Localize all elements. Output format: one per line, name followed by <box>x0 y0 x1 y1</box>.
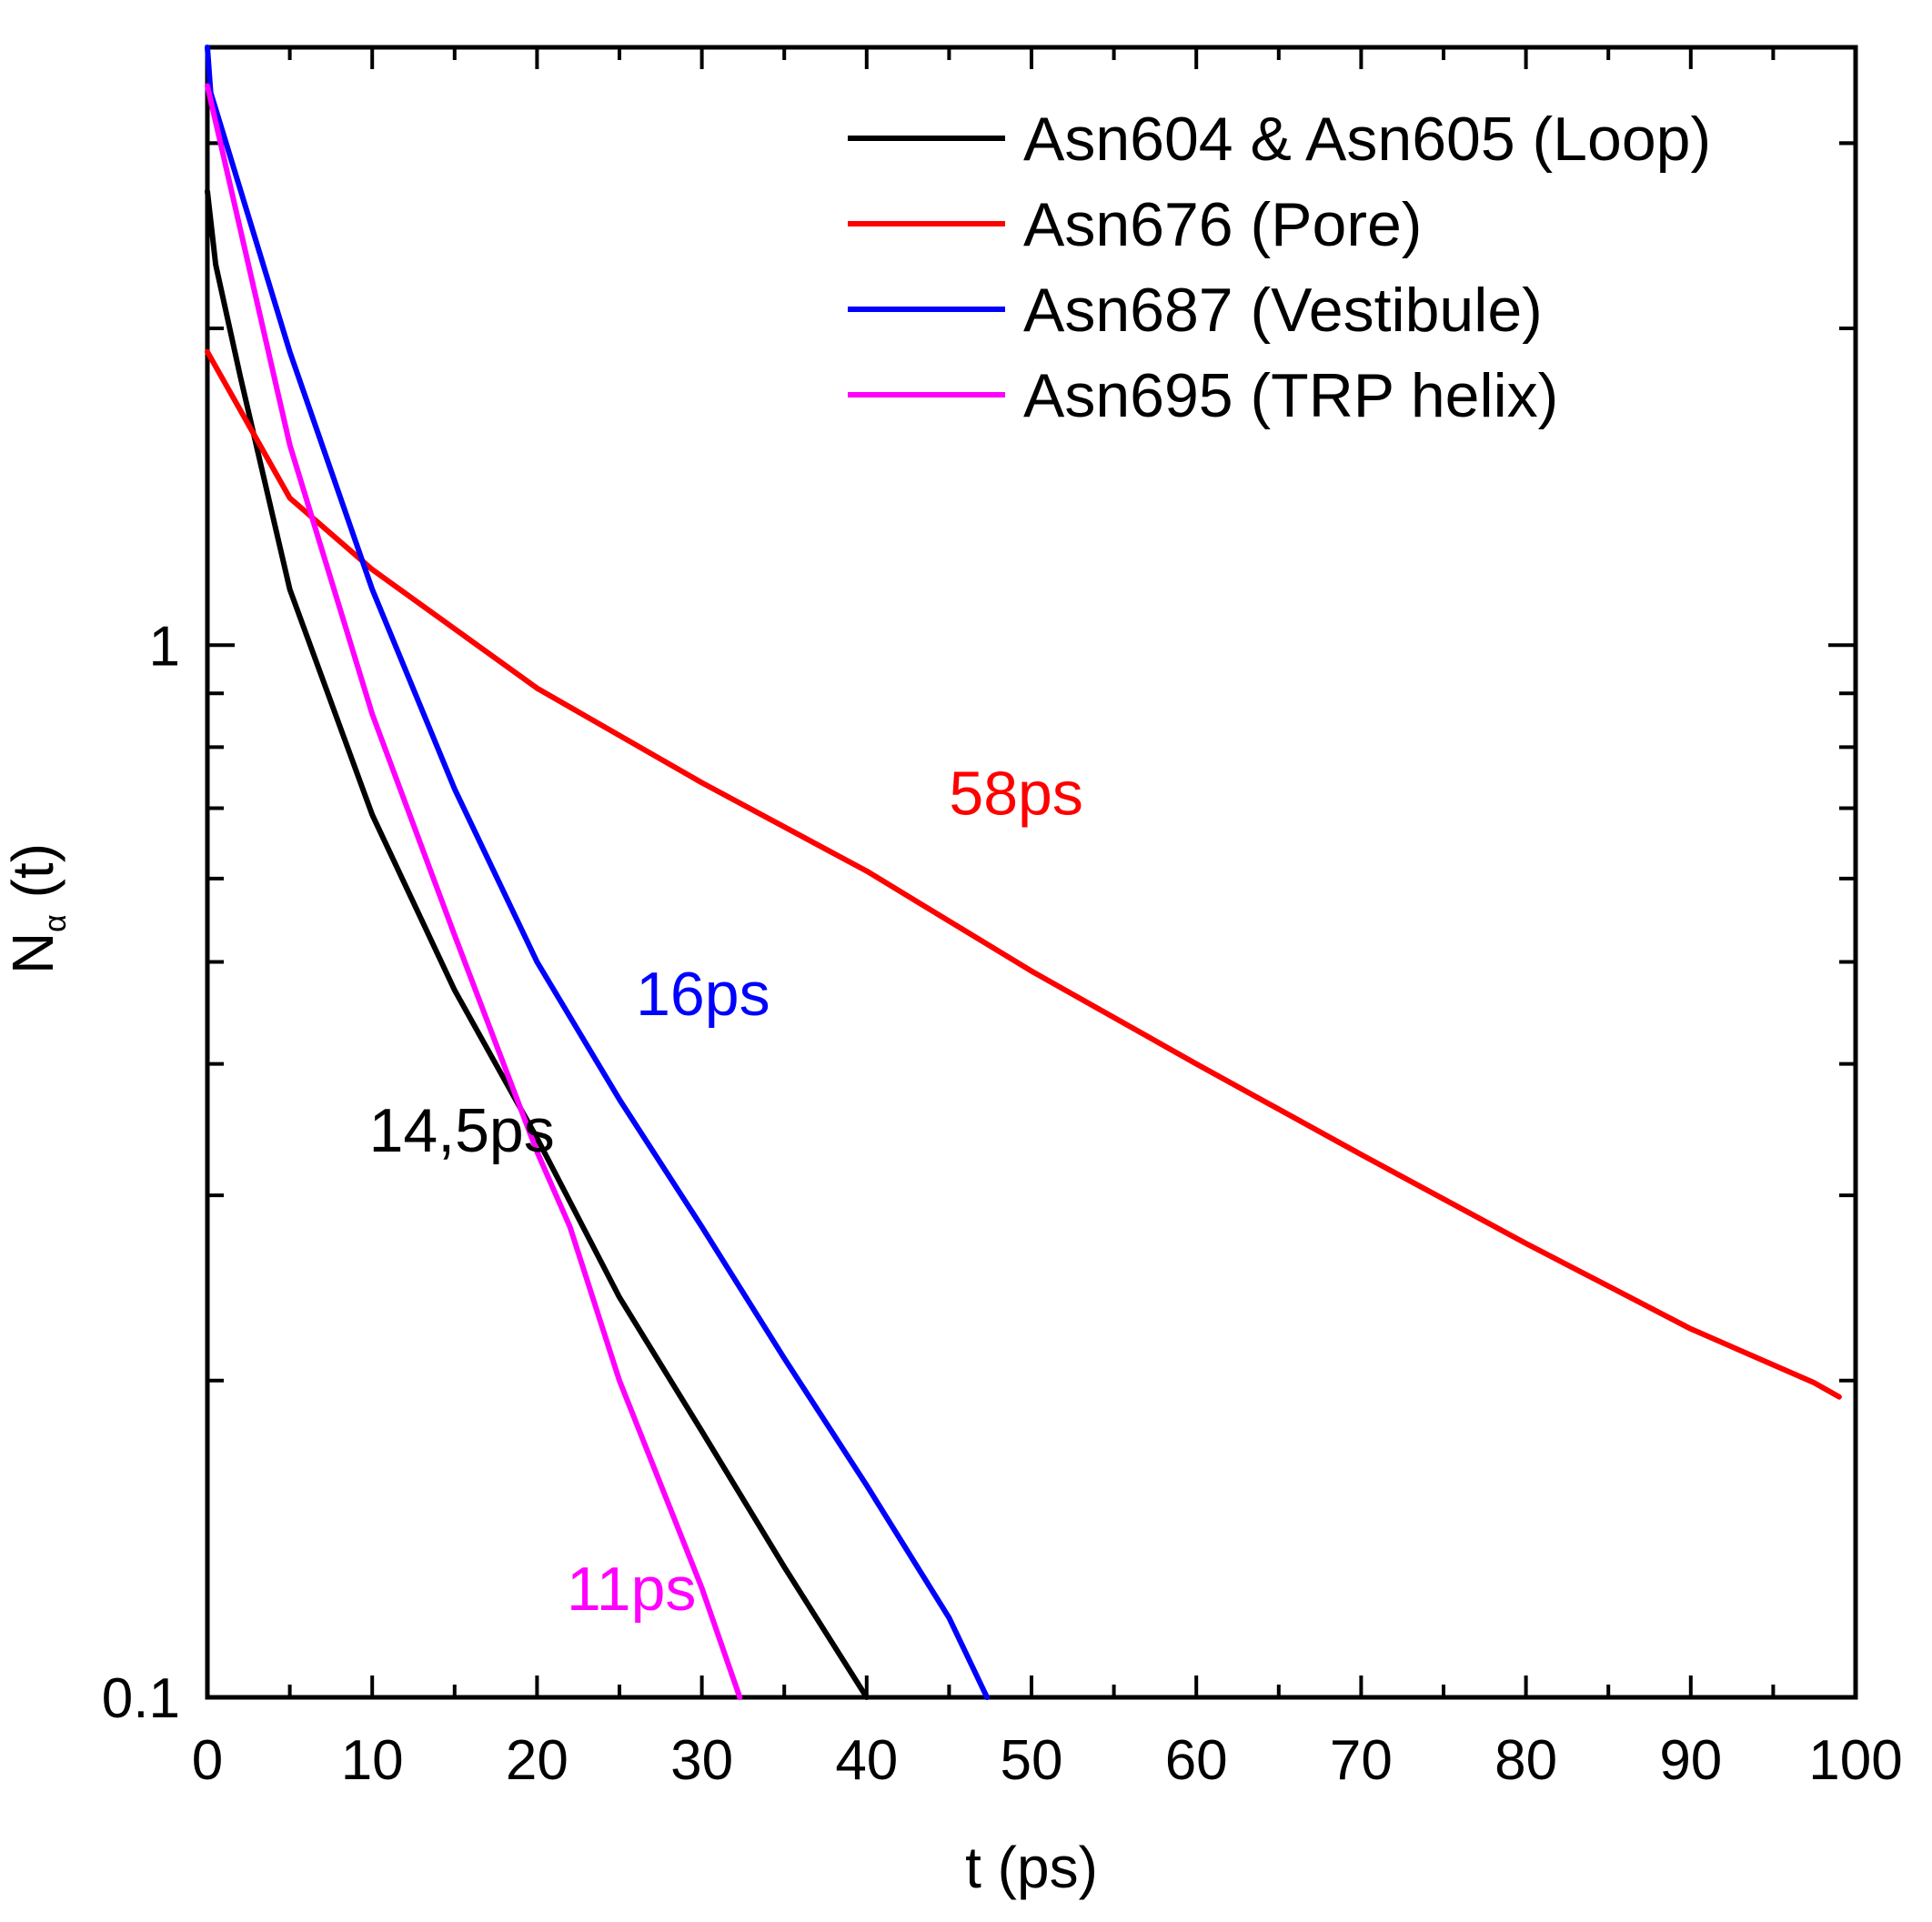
y-tick-label: 1 <box>149 615 180 678</box>
series-line-1 <box>205 188 870 1700</box>
legend-label-4: Asn695 (TRP helix) <box>1023 361 1558 430</box>
x-tick-label: 40 <box>835 1729 898 1792</box>
legend-label-1: Asn604 & Asn605 (Loop) <box>1023 105 1711 174</box>
annotations: 58ps 16ps 14,5ps 11ps <box>369 760 1083 1625</box>
y-axis-title: Nα (t) <box>0 843 73 974</box>
annotation-4: 11ps <box>567 1555 696 1624</box>
series-line-4 <box>205 83 743 1700</box>
annotation-2: 16ps <box>636 960 770 1029</box>
annotation-1: 58ps <box>949 760 1082 829</box>
x-axis-title: t (ps) <box>965 1835 1098 1900</box>
series-line-2 <box>205 348 1842 1400</box>
x-tick-label: 100 <box>1808 1729 1902 1792</box>
x-tick-label: 30 <box>670 1729 733 1792</box>
x-tick-label: 60 <box>1165 1729 1228 1792</box>
x-tick-label: 20 <box>506 1729 569 1792</box>
y-axis-title-suffix: (t) <box>0 843 65 914</box>
x-tick-label: 50 <box>1001 1729 1063 1792</box>
ticks: 0 10 20 30 40 50 60 70 80 90 100 0.1 1 <box>102 47 1903 1792</box>
x-tick-label: 80 <box>1494 1729 1557 1792</box>
y-tick-label: 0.1 <box>102 1667 180 1730</box>
series-line-3 <box>205 45 991 1700</box>
x-tick-label: 10 <box>341 1729 404 1792</box>
x-tick-label: 0 <box>192 1729 223 1792</box>
legend-label-3: Asn687 (Vestibule) <box>1023 276 1543 345</box>
annotation-3: 14,5ps <box>369 1096 555 1165</box>
legend-label-2: Asn676 (Pore) <box>1023 190 1422 259</box>
legend: Asn604 & Asn605 (Loop) Asn676 (Pore) Asn68… <box>848 105 1711 430</box>
x-tick-label: 70 <box>1330 1729 1393 1792</box>
y-axis-title-main: N <box>0 932 65 974</box>
series-layer <box>205 45 1842 1700</box>
y-axis-title-subscript: α <box>38 914 73 932</box>
x-tick-label: 90 <box>1659 1729 1722 1792</box>
